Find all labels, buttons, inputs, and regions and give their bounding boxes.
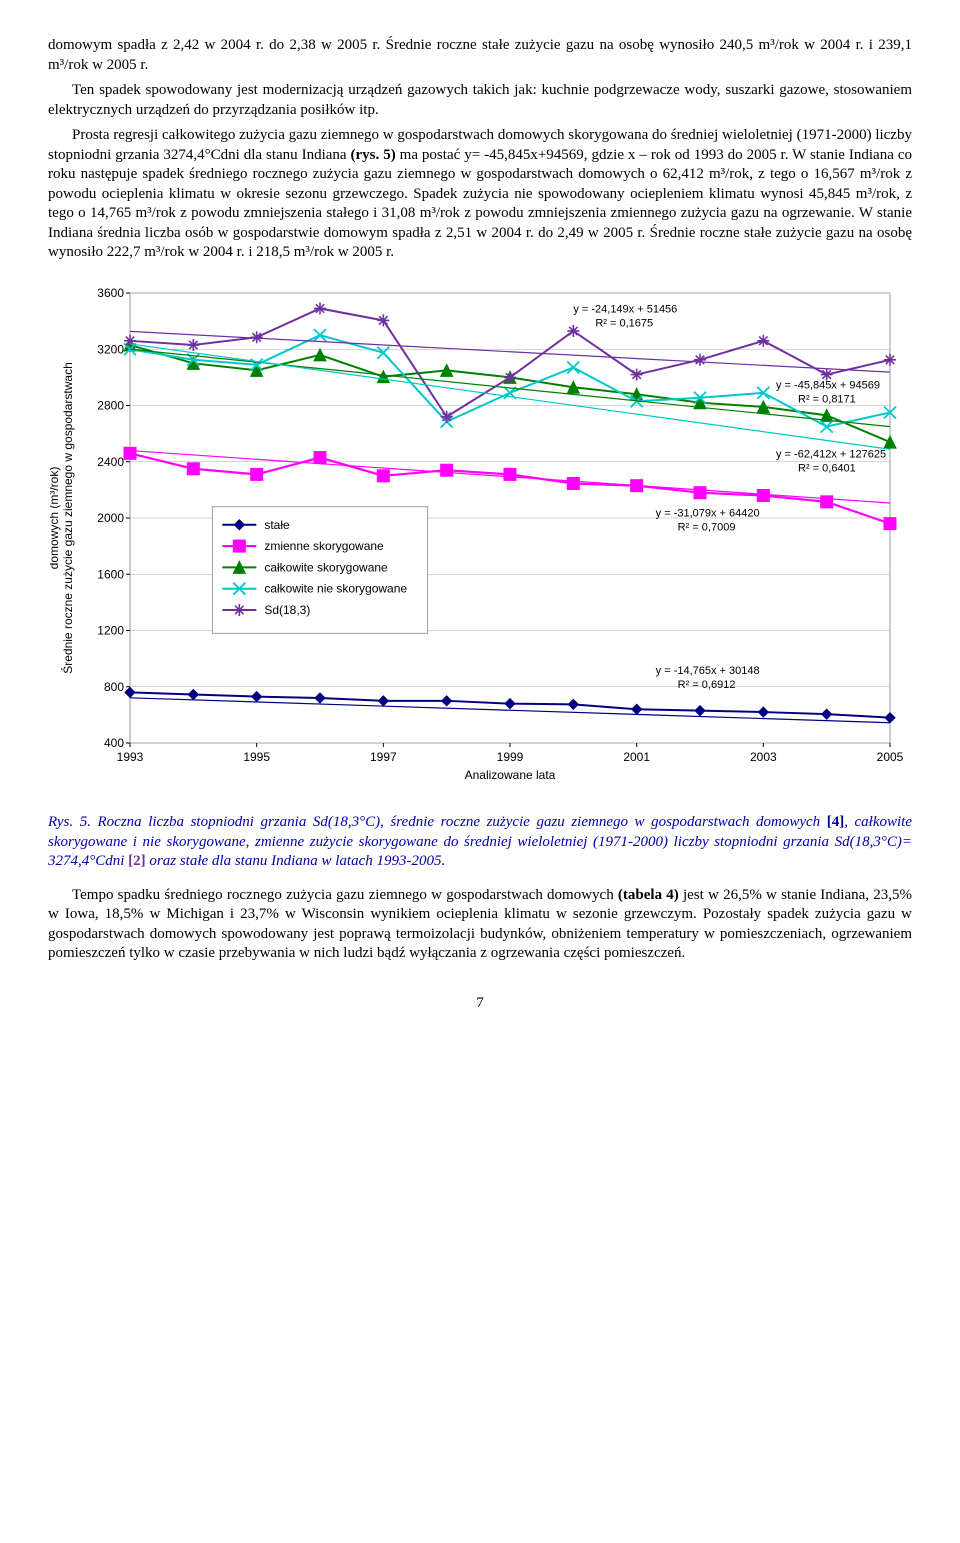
citation-ref: [4] [827, 814, 845, 830]
svg-text:1600: 1600 [97, 567, 124, 581]
text: Ten spadek spowodowany jest modernizacją… [48, 82, 912, 118]
text: domowym spadła z 2,42 w 2004 r. do 2,38 … [48, 37, 912, 73]
caption-text: oraz stałe dla stanu Indiana w latach 19… [146, 853, 446, 869]
svg-text:domowych (m³/rok): domowych (m³/rok) [50, 466, 61, 569]
svg-text:całkowite nie skorygowane: całkowite nie skorygowane [264, 581, 407, 595]
caption-text: Rys. 5. Roczna liczba stopniodni grzania… [48, 814, 827, 830]
text: ma postać y= -45,845x+94569, gdzie x – r… [48, 147, 912, 261]
text: Tempo spadku średniego rocznego zużycia … [72, 887, 618, 903]
svg-text:2800: 2800 [97, 398, 124, 412]
svg-text:Sd(18,3): Sd(18,3) [264, 603, 310, 617]
svg-text:y = -24,149x + 51456: y = -24,149x + 51456 [573, 303, 677, 315]
svg-text:y = -14,765x + 30148: y = -14,765x + 30148 [656, 665, 760, 677]
svg-text:y = -62,412x + 127625: y = -62,412x + 127625 [776, 448, 886, 460]
svg-text:1993: 1993 [117, 750, 144, 764]
table-ref: (tabela 4) [618, 887, 679, 903]
svg-text:Analizowane lata: Analizowane lata [465, 768, 556, 782]
chart-figure: 400 800 1200 1600 2000 2400 2800 3200 3600 1993 19… [50, 277, 910, 804]
svg-text:2400: 2400 [97, 454, 124, 468]
svg-text:400: 400 [104, 736, 124, 750]
figure-caption: Rys. 5. Roczna liczba stopniodni grzania… [48, 813, 912, 872]
svg-text:2001: 2001 [623, 750, 650, 764]
svg-text:R² = 0,6401: R² = 0,6401 [798, 462, 856, 474]
svg-text:R² = 0,8171: R² = 0,8171 [798, 393, 856, 405]
svg-text:zmienne skorygowane: zmienne skorygowane [264, 539, 384, 553]
svg-text:3200: 3200 [97, 342, 124, 356]
citation-ref: [2] [128, 853, 146, 869]
svg-text:R² = 0,1675: R² = 0,1675 [595, 317, 653, 329]
svg-text:1997: 1997 [370, 750, 397, 764]
svg-text:Średnie roczne zużycie gazu zi: Średnie roczne zużycie gazu ziemnego w g… [60, 362, 75, 674]
svg-text:2003: 2003 [750, 750, 777, 764]
paragraph: Tempo spadku średniego rocznego zużycia … [48, 886, 912, 964]
page-number: 7 [48, 994, 912, 1014]
paragraph: domowym spadła z 2,42 w 2004 r. do 2,38 … [48, 36, 912, 75]
svg-text:1999: 1999 [497, 750, 524, 764]
svg-text:3600: 3600 [97, 286, 124, 300]
paragraph: Prosta regresji całkowitego zużycia gazu… [48, 126, 912, 263]
svg-text:800: 800 [104, 679, 124, 693]
svg-text:y = -45,845x + 94569: y = -45,845x + 94569 [776, 379, 880, 391]
paragraph: Ten spadek spowodowany jest modernizacją… [48, 81, 912, 120]
figure-ref: (rys. 5) [351, 147, 396, 163]
svg-text:2000: 2000 [97, 511, 124, 525]
svg-text:stałe: stałe [264, 517, 290, 531]
svg-text:y = -31,079x + 64420: y = -31,079x + 64420 [656, 507, 760, 519]
svg-text:2005: 2005 [877, 750, 904, 764]
svg-text:R² = 0,6912: R² = 0,6912 [678, 679, 736, 691]
svg-text:1200: 1200 [97, 623, 124, 637]
svg-text:R² = 0,7009: R² = 0,7009 [678, 521, 736, 533]
svg-text:1995: 1995 [243, 750, 270, 764]
svg-text:całkowite skorygowane: całkowite skorygowane [264, 560, 388, 574]
